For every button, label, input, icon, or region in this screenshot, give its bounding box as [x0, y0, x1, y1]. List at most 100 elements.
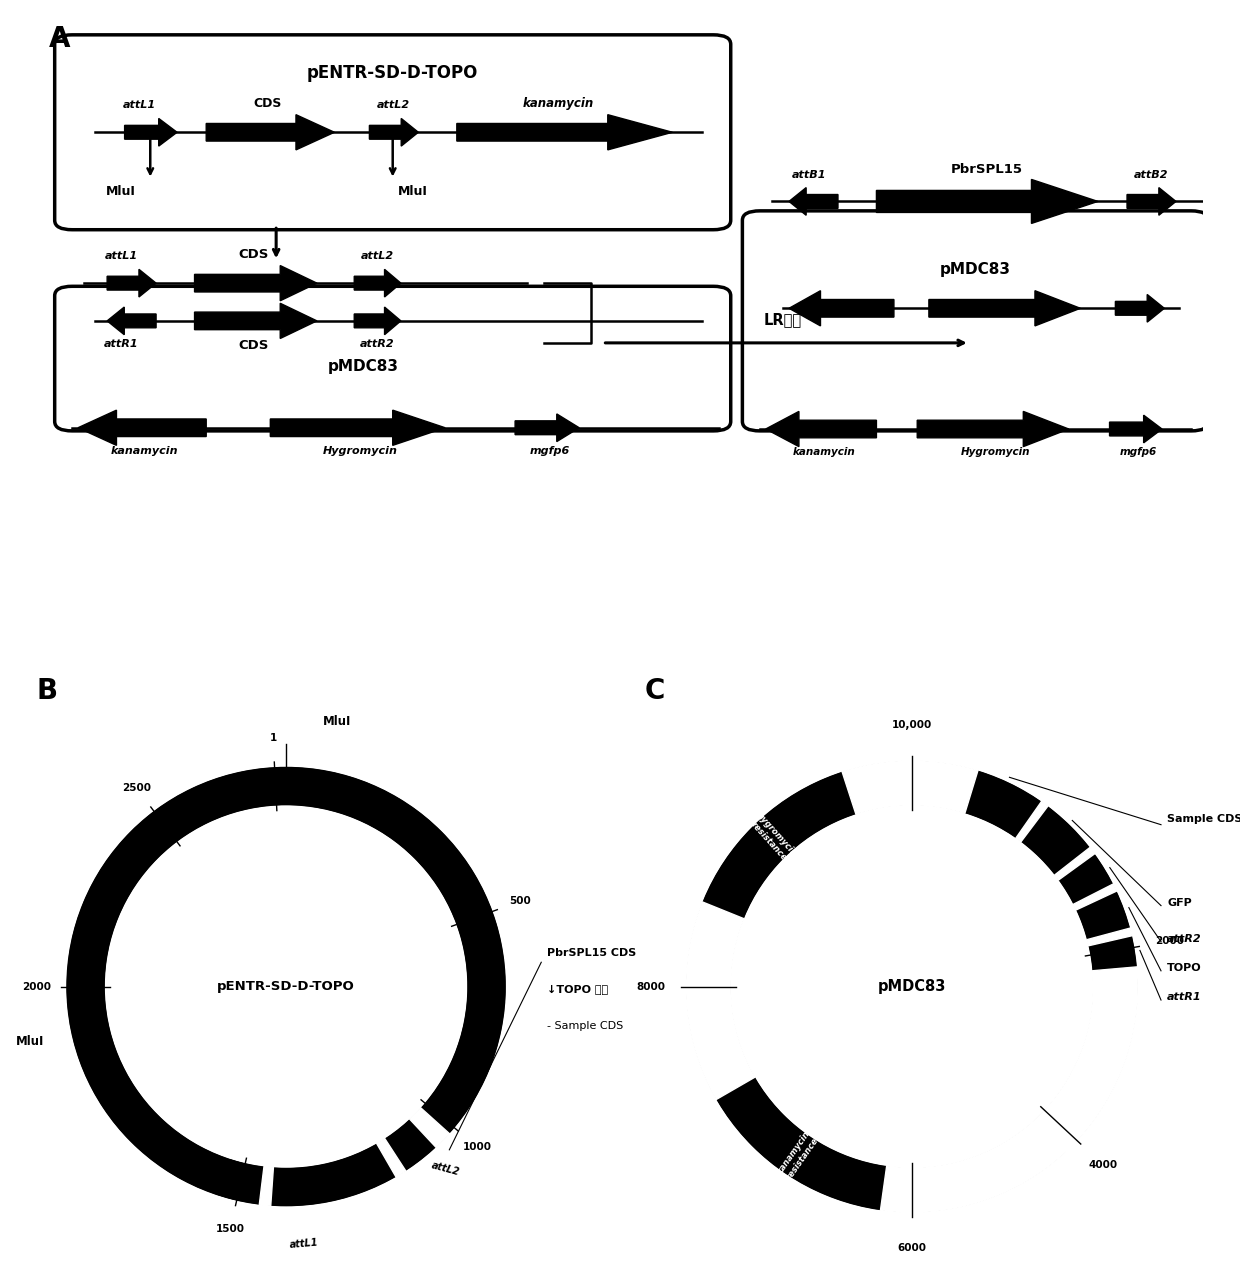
- Text: 1000: 1000: [463, 1142, 491, 1152]
- Wedge shape: [270, 1144, 396, 1205]
- Text: mgfp6: mgfp6: [1120, 448, 1157, 458]
- Wedge shape: [965, 771, 1040, 838]
- Text: pMDC83: pMDC83: [878, 979, 946, 994]
- Text: attB1: attB1: [791, 169, 826, 180]
- Wedge shape: [1016, 802, 1048, 842]
- Polygon shape: [1127, 187, 1176, 216]
- Text: attR1: attR1: [104, 339, 139, 349]
- Text: PbrSPL15 CDS: PbrSPL15 CDS: [547, 948, 636, 958]
- Text: CDS: CDS: [239, 248, 269, 260]
- Text: 1500: 1500: [216, 1224, 244, 1234]
- Text: C: C: [645, 676, 665, 704]
- Text: CDS: CDS: [254, 98, 283, 110]
- Text: pMDC83: pMDC83: [940, 262, 1011, 277]
- Text: MluI: MluI: [107, 185, 136, 198]
- Text: Hygromycin: Hygromycin: [961, 448, 1030, 458]
- Text: 1: 1: [269, 733, 277, 743]
- Polygon shape: [78, 411, 206, 445]
- Text: 8000: 8000: [636, 981, 665, 992]
- Polygon shape: [515, 414, 579, 441]
- Text: hygromycin
resistance: hygromycin resistance: [748, 811, 799, 865]
- Text: A: A: [48, 26, 71, 54]
- Text: 10,000: 10,000: [892, 720, 932, 730]
- Text: CDS: CDS: [239, 339, 269, 352]
- Wedge shape: [259, 1166, 274, 1206]
- Polygon shape: [370, 118, 418, 146]
- Text: pENTR-SD-D-TOPO: pENTR-SD-D-TOPO: [308, 64, 479, 82]
- Text: 500: 500: [510, 897, 531, 906]
- Text: 2000: 2000: [1154, 937, 1184, 946]
- Polygon shape: [789, 291, 894, 326]
- Wedge shape: [703, 772, 856, 919]
- Text: MluI: MluI: [322, 716, 351, 729]
- Polygon shape: [877, 180, 1097, 223]
- Wedge shape: [1022, 807, 1089, 874]
- Polygon shape: [456, 114, 672, 150]
- Polygon shape: [206, 114, 335, 150]
- Text: B: B: [37, 676, 58, 704]
- Polygon shape: [355, 269, 401, 296]
- FancyBboxPatch shape: [55, 35, 730, 230]
- Text: Sample CDS: Sample CDS: [1167, 815, 1240, 825]
- Text: GFP: GFP: [1167, 898, 1192, 907]
- Text: attR2: attR2: [1167, 934, 1202, 943]
- Polygon shape: [107, 269, 156, 296]
- Text: kanamycin: kanamycin: [792, 448, 856, 458]
- Text: attL1: attL1: [104, 251, 138, 262]
- Wedge shape: [880, 967, 1138, 1212]
- Polygon shape: [1116, 295, 1164, 322]
- Text: kanamycin: kanamycin: [110, 446, 179, 457]
- Text: mgfp6: mgfp6: [529, 446, 570, 457]
- Text: 6000: 6000: [898, 1243, 926, 1252]
- Polygon shape: [766, 412, 877, 446]
- Text: pENTR-SD-D-TOPO: pENTR-SD-D-TOPO: [217, 980, 355, 993]
- Text: LR重组: LR重组: [764, 312, 802, 327]
- Text: ↓TOPO 克隆: ↓TOPO 克隆: [547, 984, 609, 994]
- Polygon shape: [270, 411, 445, 445]
- Text: MluI: MluI: [398, 185, 428, 198]
- Polygon shape: [1110, 416, 1162, 443]
- Text: attL2: attL2: [430, 1160, 461, 1177]
- Wedge shape: [1078, 892, 1130, 939]
- Wedge shape: [218, 1160, 264, 1203]
- Text: TOPO: TOPO: [1167, 962, 1202, 973]
- Wedge shape: [1059, 854, 1112, 903]
- Text: attR2: attR2: [361, 339, 394, 349]
- Wedge shape: [409, 1107, 450, 1147]
- Text: attL2: attL2: [361, 251, 394, 262]
- Wedge shape: [1090, 937, 1136, 971]
- Polygon shape: [107, 307, 156, 335]
- Wedge shape: [842, 761, 978, 815]
- Text: kanamycin: kanamycin: [522, 98, 594, 110]
- Text: 2000: 2000: [22, 981, 51, 992]
- Text: pMDC83: pMDC83: [329, 359, 399, 375]
- Text: attR1: attR1: [1167, 992, 1202, 1002]
- Text: PbrSPL15: PbrSPL15: [951, 163, 1023, 176]
- Wedge shape: [1086, 928, 1132, 946]
- Polygon shape: [195, 303, 317, 339]
- FancyBboxPatch shape: [743, 210, 1209, 431]
- Text: 2500: 2500: [122, 783, 150, 793]
- Wedge shape: [717, 1078, 887, 1209]
- Text: attL1: attL1: [123, 100, 156, 110]
- Polygon shape: [918, 412, 1069, 446]
- Polygon shape: [929, 291, 1080, 326]
- Polygon shape: [355, 307, 401, 335]
- Text: - Sample CDS: - Sample CDS: [547, 1021, 624, 1032]
- Polygon shape: [789, 187, 838, 216]
- Text: attB2: attB2: [1135, 169, 1169, 180]
- Text: Hygromycin: Hygromycin: [322, 446, 398, 457]
- Text: MluI: MluI: [16, 1035, 45, 1048]
- Polygon shape: [124, 118, 177, 146]
- FancyBboxPatch shape: [55, 286, 730, 431]
- Text: attL2: attL2: [377, 100, 410, 110]
- Wedge shape: [1054, 847, 1095, 880]
- Wedge shape: [67, 767, 505, 1201]
- Text: attL1: attL1: [289, 1237, 319, 1250]
- Text: 4000: 4000: [1089, 1160, 1117, 1170]
- Wedge shape: [1074, 884, 1117, 910]
- Wedge shape: [686, 902, 755, 1100]
- Wedge shape: [386, 1120, 435, 1170]
- Text: kanamycin
resistance: kanamycin resistance: [775, 1129, 821, 1182]
- Polygon shape: [195, 266, 317, 300]
